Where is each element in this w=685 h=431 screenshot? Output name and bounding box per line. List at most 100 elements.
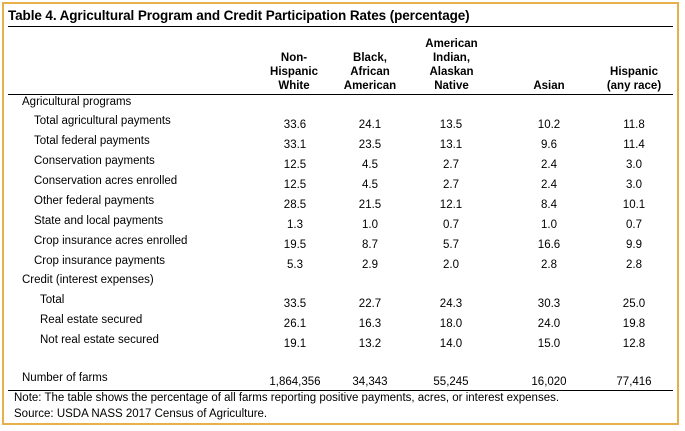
cell: 1,864,356 [269, 376, 321, 388]
section-heading: Agricultural programs [22, 96, 132, 108]
cell: 11.4 [623, 139, 645, 151]
cell: 2.7 [443, 179, 459, 191]
cell: 2.7 [443, 159, 459, 171]
cell: 34,343 [352, 376, 388, 388]
table-frame: Table 4. Agricultural Program and Credit… [2, 2, 679, 425]
cell: 19.5 [283, 239, 307, 251]
column-header-black-african-american: Black, African American [343, 52, 397, 92]
cell: 4.5 [362, 179, 378, 191]
column-header-american-indian-alaskan-native: American Indian, Alaskan Native [425, 38, 478, 92]
table-title: Table 4. Agricultural Program and Credit… [8, 8, 470, 23]
cell: 25.0 [622, 298, 646, 310]
column-header-non-hispanic-white: Non- Hispanic White [270, 52, 318, 92]
table-row: Real estate secured 26.1 16.3 18.0 24.0 … [4, 314, 677, 332]
column-header-hispanic: Hispanic (any race) [606, 66, 662, 92]
cell: 0.7 [626, 219, 642, 231]
cell: 9.9 [626, 239, 642, 251]
cell: 18.0 [439, 318, 463, 330]
section-heading-row: Agricultural programs [4, 96, 677, 114]
table-row: Other federal payments 28.5 21.5 12.1 8.… [4, 195, 677, 213]
table-row: Conservation payments 12.5 4.5 2.7 2.4 3… [4, 155, 677, 173]
cell: 1.0 [541, 219, 557, 231]
row-label: Total [40, 294, 65, 306]
table-row: Not real estate secured 19.1 13.2 14.0 1… [4, 334, 677, 352]
row-label: Not real estate secured [40, 334, 159, 346]
row-label: Other federal payments [34, 195, 155, 207]
table-row: Total agricultural payments 33.6 24.1 13… [4, 115, 677, 133]
table-row: Crop insurance acres enrolled 19.5 8.7 5… [4, 235, 677, 253]
cell: 2.8 [541, 259, 557, 271]
cell: 24.1 [358, 119, 382, 131]
row-label: Conservation payments [34, 155, 155, 167]
cell: 10.1 [622, 199, 646, 211]
cell: 19.1 [283, 338, 307, 350]
cell: 24.0 [537, 318, 561, 330]
cell: 8.7 [362, 239, 378, 251]
cell: 23.5 [358, 139, 382, 151]
cell: 13.2 [358, 338, 382, 350]
bottom-rule [8, 390, 673, 391]
cell: 12.5 [283, 179, 307, 191]
cell: 55,245 [433, 376, 469, 388]
row-label: Real estate secured [40, 314, 143, 326]
cell: 5.3 [287, 259, 303, 271]
cell: 16.6 [537, 239, 561, 251]
cell: 22.7 [358, 298, 382, 310]
title-rule [8, 26, 673, 27]
cell: 2.4 [541, 159, 557, 171]
section-heading-row: Credit (interest expenses) [4, 274, 677, 292]
cell: 15.0 [537, 338, 561, 350]
cell: 4.5 [362, 159, 378, 171]
cell: 11.8 [623, 119, 645, 131]
cell: 33.5 [283, 298, 307, 310]
cell: 1.3 [287, 219, 303, 231]
row-label: Crop insurance acres enrolled [34, 235, 188, 247]
farms-row: Number of farms 1,864,356 34,343 55,245 … [4, 372, 677, 390]
cell: 3.0 [626, 179, 642, 191]
table-row: Total federal payments 33.1 23.5 13.1 9.… [4, 135, 677, 153]
cell: 77,416 [616, 376, 652, 388]
cell: 2.8 [626, 259, 642, 271]
table-row: State and local payments 1.3 1.0 0.7 1.0… [4, 215, 677, 233]
cell: 16.3 [358, 318, 382, 330]
cell: 26.1 [283, 318, 307, 330]
cell: 21.5 [358, 199, 382, 211]
cell: 33.6 [283, 119, 307, 131]
cell: 12.8 [622, 338, 646, 350]
section-heading: Credit (interest expenses) [22, 274, 154, 286]
row-label: Total federal payments [34, 135, 150, 147]
cell: 30.3 [537, 298, 561, 310]
cell: 0.7 [443, 219, 459, 231]
column-header-asian: Asian [533, 80, 565, 92]
table-row: Crop insurance payments 5.3 2.9 2.0 2.8 … [4, 255, 677, 273]
table-source: Source: USDA NASS 2017 Census of Agricul… [14, 408, 268, 420]
cell: 13.1 [439, 139, 463, 151]
cell: 3.0 [626, 159, 642, 171]
cell: 5.7 [443, 239, 459, 251]
cell: 2.9 [362, 259, 378, 271]
cell: 1.0 [362, 219, 378, 231]
cell: 28.5 [283, 199, 307, 211]
row-label: Crop insurance payments [34, 255, 166, 267]
cell: 14.0 [439, 338, 463, 350]
cell: 16,020 [531, 376, 567, 388]
table-row: Conservation acres enrolled 12.5 4.5 2.7… [4, 175, 677, 193]
cell: 8.4 [541, 199, 557, 211]
cell: 2.0 [443, 259, 459, 271]
row-label: Number of farms [22, 372, 108, 384]
row-label: Conservation acres enrolled [34, 175, 178, 187]
cell: 2.4 [541, 179, 557, 191]
cell: 12.1 [439, 199, 463, 211]
cell: 19.8 [622, 318, 646, 330]
row-label: State and local payments [34, 215, 164, 227]
cell: 24.3 [439, 298, 463, 310]
cell: 33.1 [283, 139, 307, 151]
row-label: Total agricultural payments [34, 115, 171, 127]
cell: 9.6 [541, 139, 557, 151]
header-rule [8, 94, 673, 95]
cell: 13.5 [439, 119, 463, 131]
cell: 10.2 [537, 119, 561, 131]
table-row: Total 33.5 22.7 24.3 30.3 25.0 [4, 294, 677, 312]
table-note: Note: The table shows the percentage of … [14, 392, 560, 404]
cell: 12.5 [283, 159, 307, 171]
